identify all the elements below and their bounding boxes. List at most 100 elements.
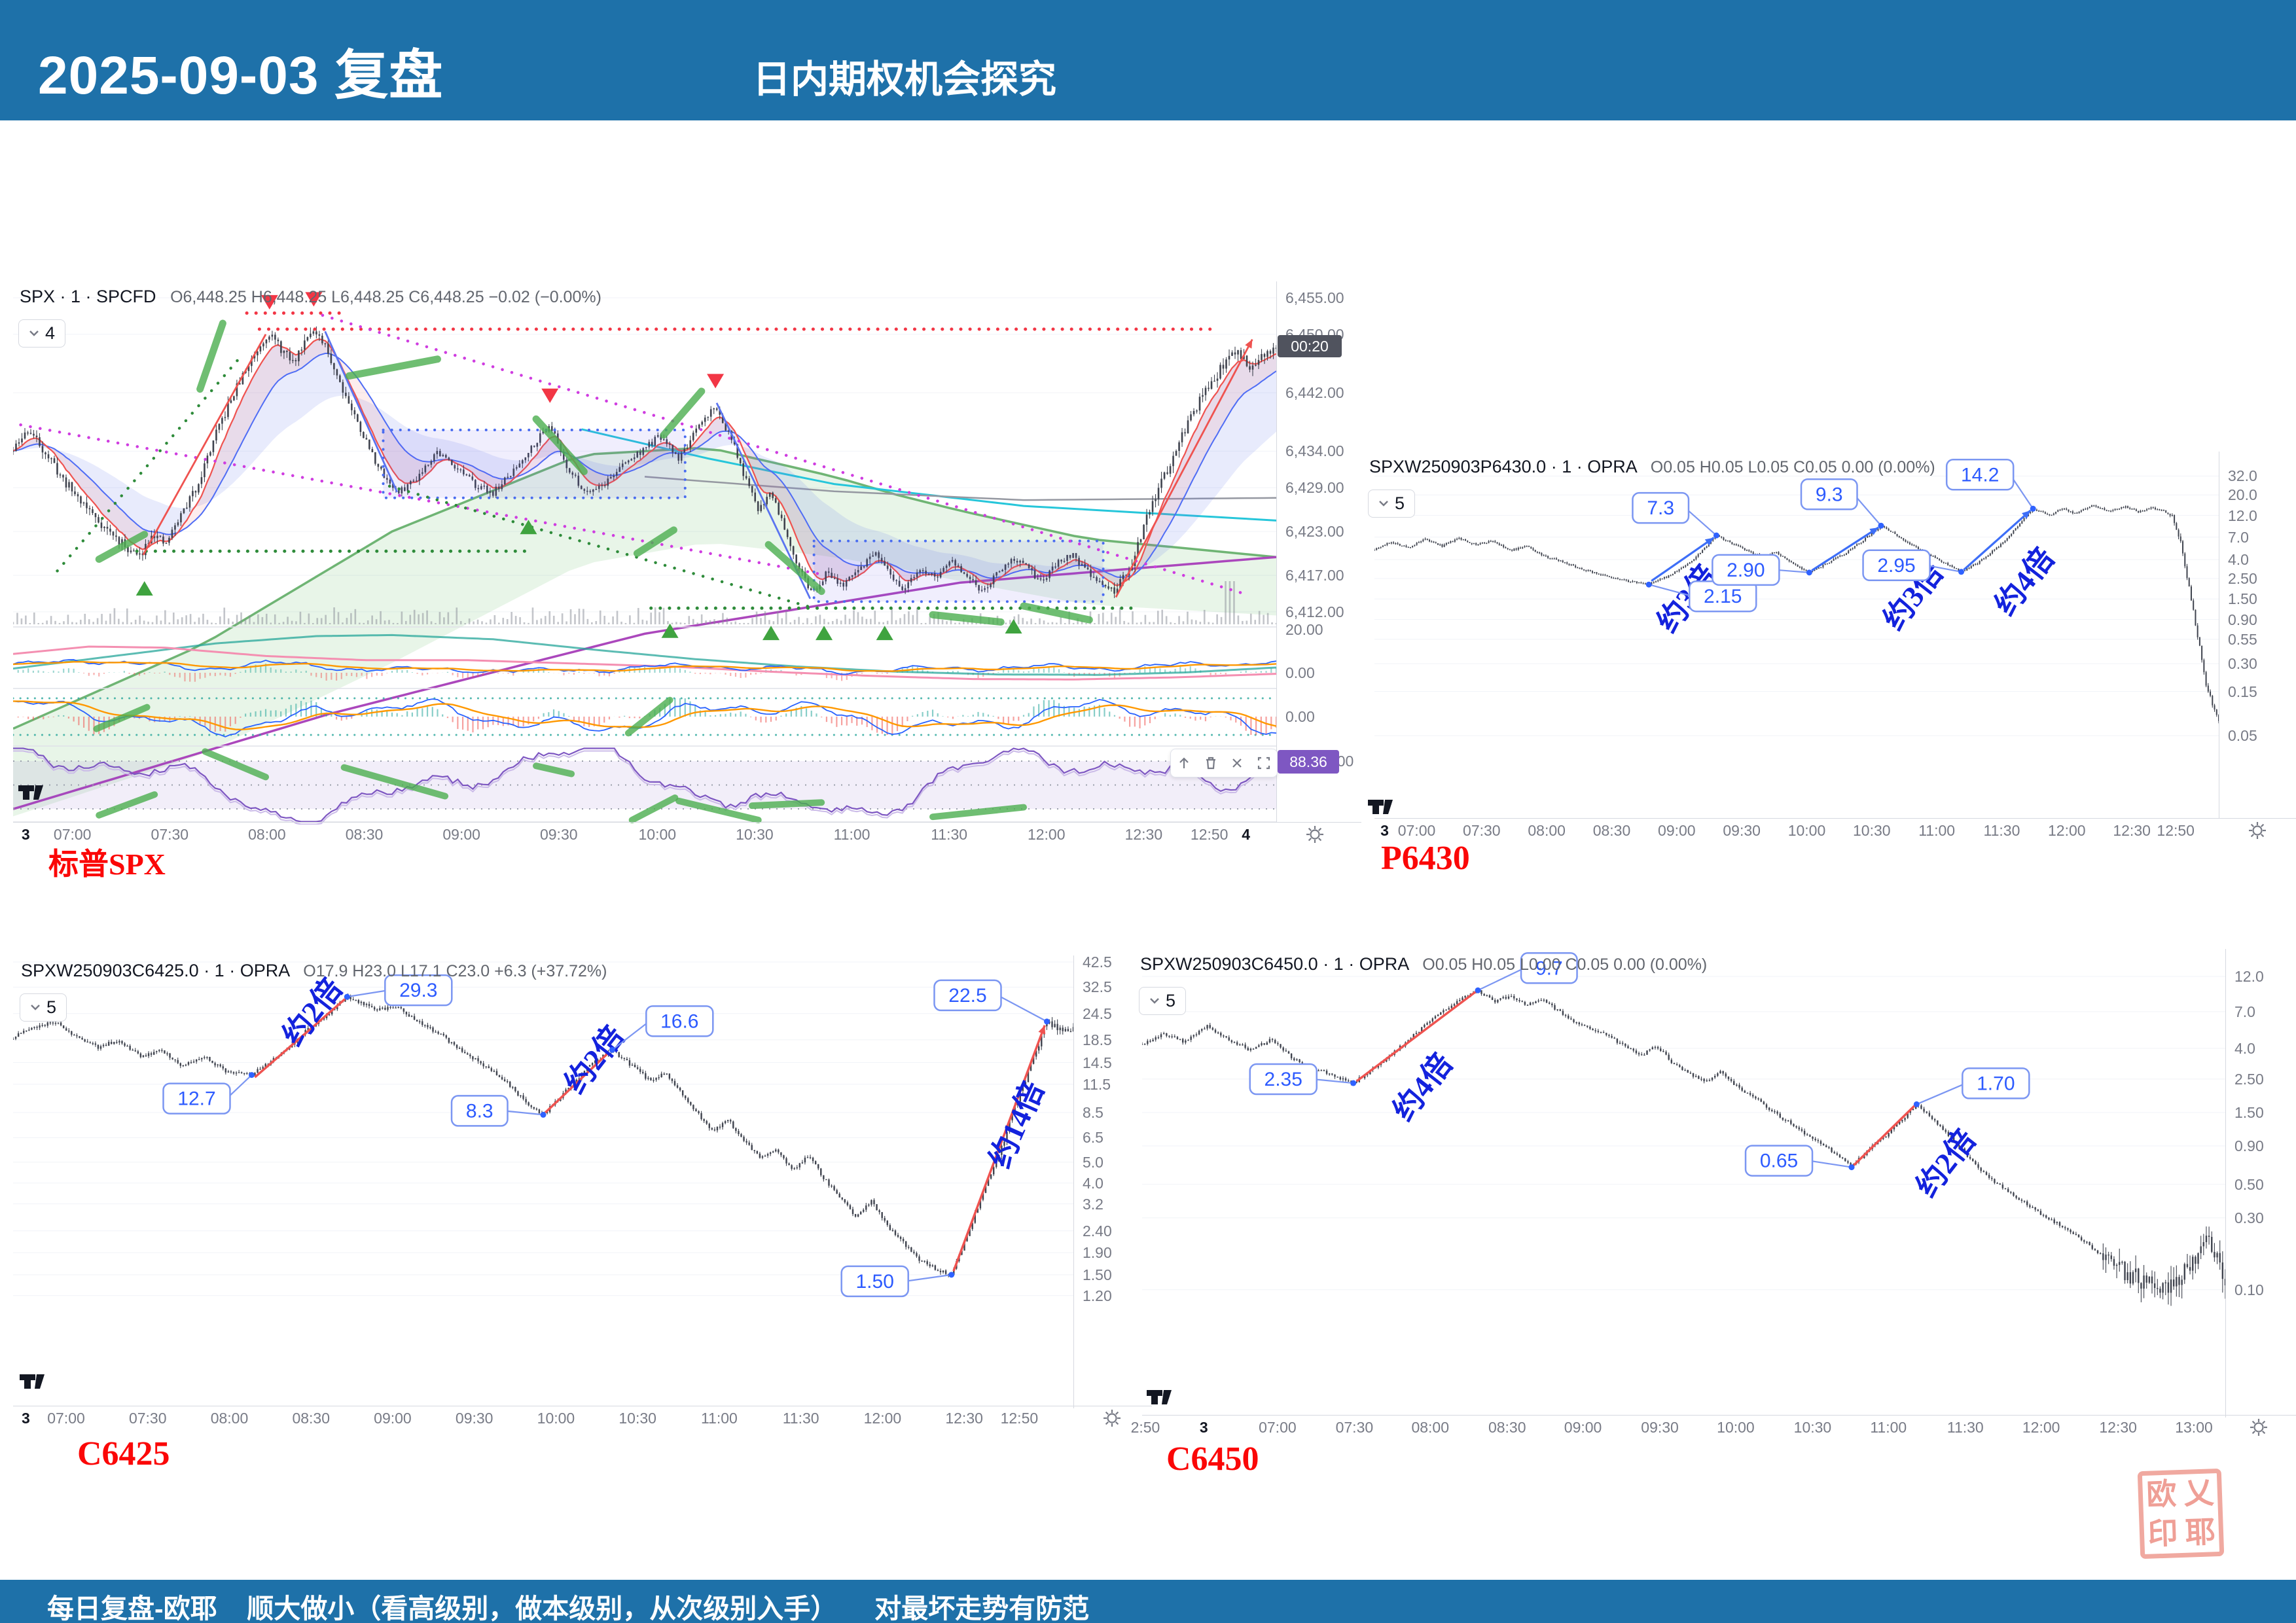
price-tick: 0.30 xyxy=(2228,655,2257,673)
arrow-up-icon[interactable] xyxy=(1175,755,1193,772)
time-tick: 07:30 xyxy=(1463,822,1501,839)
price-tick: 4.0 xyxy=(1083,1174,1103,1192)
time-tick: 12:50 xyxy=(1190,826,1229,843)
page-title: 2025-09-03 复盘 xyxy=(38,46,444,105)
time-tick: 07:00 xyxy=(53,826,92,843)
c6450-time-axis[interactable]: 2:50 3 07:00 07:30 08:00 08:30 09:00 09:30 10:00… xyxy=(1131,1419,2225,1441)
p6430-time-axis[interactable]: 3 07:00 07:30 08:00 08:30 09:00 09:30 10:00 10:3… xyxy=(1374,822,2219,844)
p6430-legend: SPXW250903P6430.0 · 1 · OPRA O0.05 H0.05… xyxy=(1369,457,1935,477)
time-tick: 08:00 xyxy=(248,826,286,843)
fullscreen-icon[interactable] xyxy=(1255,755,1272,772)
candles xyxy=(1142,989,2225,1306)
spx-chart-canvas[interactable] xyxy=(13,281,1276,825)
multiple-annotation: 约4倍 xyxy=(1988,541,2061,621)
spx-symbol[interactable]: SPX · 1 · SPCFD xyxy=(20,287,156,306)
time-tick: 12:30 xyxy=(2099,1419,2137,1436)
svg-text:2.15: 2.15 xyxy=(1704,586,1742,607)
chevron-down-icon xyxy=(1150,998,1159,1004)
c6450-axis-separator xyxy=(2225,949,2226,1418)
c6425-symbol[interactable]: SPXW250903C6425.0 · 1 · OPRA xyxy=(21,961,289,980)
price-tick: 12.0 xyxy=(2234,968,2264,985)
price-callout: 2.15 xyxy=(1689,580,1757,613)
time-tick: 08:30 xyxy=(1592,822,1631,839)
buy-marker xyxy=(661,623,679,638)
time-tick: 10:00 xyxy=(1787,822,1826,839)
price-tick: 3.2 xyxy=(1083,1195,1103,1213)
tradingview-logo xyxy=(17,783,48,802)
drawing-toolbar[interactable] xyxy=(1170,749,1278,777)
spx-time-axis[interactable]: 3 07:00 07:30 08:00 08:30 09:00 09:30 10:00 10:3… xyxy=(13,826,1276,848)
time-tick: 07:30 xyxy=(151,826,189,843)
spx-caption: 标普SPX xyxy=(48,847,166,881)
spx-axis-separator xyxy=(1276,281,1277,822)
price-tick: 2.40 xyxy=(1083,1222,1112,1240)
price-tick: 0.55 xyxy=(2228,630,2257,648)
price-tick: 20.0 xyxy=(2228,486,2257,504)
price-tick: 7.0 xyxy=(2234,1003,2255,1020)
svg-text:0.65: 0.65 xyxy=(1760,1150,1798,1172)
close-icon[interactable] xyxy=(1229,755,1246,772)
c6450-symbol[interactable]: SPXW250903C6450.0 · 1 · OPRA xyxy=(1140,954,1408,974)
price-callout: 1.70 xyxy=(1962,1067,2030,1099)
price-tick: 6,434.00 xyxy=(1285,442,1344,460)
c6450-interval-value: 5 xyxy=(1166,991,1176,1010)
price-callout: 0.65 xyxy=(1744,1145,1814,1177)
price-tick: 4.0 xyxy=(2234,1039,2255,1057)
time-tick: 11:00 xyxy=(833,826,870,843)
price-callout: 1.50 xyxy=(840,1265,909,1298)
gear-icon xyxy=(1103,1410,1121,1427)
author-seal: 欧 乂 印 耶 xyxy=(2137,1468,2225,1560)
time-tick: 12:50 xyxy=(1000,1410,1039,1427)
c6450-interval-dropdown[interactable]: 5 xyxy=(1139,987,1187,1015)
time-tick: 09:00 xyxy=(1564,1419,1602,1436)
svg-text:1.50: 1.50 xyxy=(856,1271,894,1293)
sell-marker xyxy=(707,374,725,389)
time-tick: 3 xyxy=(1380,822,1389,839)
time-tick: 09:30 xyxy=(455,1410,493,1427)
spx-legend: SPX · 1 · SPCFD O6,448.25 H6,448.25 L6,4… xyxy=(20,287,601,307)
time-tick: 10:00 xyxy=(537,1410,575,1427)
svg-text:22.5: 22.5 xyxy=(948,985,986,1007)
c6425-ohlc-values: O17.9 H23.0 L17.1 C23.0 +6.3 (+37.72%) xyxy=(303,962,607,980)
c6425-time-axis[interactable]: 3 07:00 07:30 08:00 08:30 09:00 09:30 10:00 10:3… xyxy=(13,1410,1073,1432)
svg-text:7.3: 7.3 xyxy=(1647,497,1674,519)
time-tick: 11:00 xyxy=(1870,1419,1907,1436)
price-tick: 0.50 xyxy=(2234,1175,2264,1193)
seal-char: 乂 xyxy=(2183,1476,2215,1510)
svg-text:9.7: 9.7 xyxy=(1535,957,1563,979)
chevron-down-icon xyxy=(31,1005,40,1010)
sell-marker xyxy=(260,294,278,310)
time-tick: 10:30 xyxy=(1793,1419,1832,1436)
p6430-symbol[interactable]: SPXW250903P6430.0 · 1 · OPRA xyxy=(1369,457,1637,476)
c6425-axis-settings[interactable] xyxy=(1102,1408,1122,1428)
sell-marker xyxy=(305,292,323,307)
price-callout: 2.95 xyxy=(1862,549,1931,582)
price-tick: 2.50 xyxy=(2228,569,2257,587)
price-tick: 0.15 xyxy=(2228,683,2257,700)
c6450-axis-settings[interactable] xyxy=(2249,1418,2269,1437)
price-callout: 2.90 xyxy=(1712,554,1780,586)
time-tick: 09:00 xyxy=(1658,822,1696,839)
trash-icon[interactable] xyxy=(1202,755,1219,772)
price-tick: 4.0 xyxy=(2228,551,2249,569)
spx-timeaxis-separator xyxy=(13,822,1361,823)
time-tick: 10:30 xyxy=(736,826,774,843)
time-tick: 09:00 xyxy=(374,1410,412,1427)
time-tick: 12:00 xyxy=(2022,1419,2060,1436)
time-tick: 08:00 xyxy=(1411,1419,1449,1436)
spx-ohlc-values: O6,448.25 H6,448.25 L6,448.25 C6,448.25 … xyxy=(170,288,601,306)
price-callout: 16.6 xyxy=(645,1005,714,1037)
p6430-axis-settings[interactable] xyxy=(2248,821,2267,840)
time-tick: 3 xyxy=(1199,1419,1208,1436)
chevron-down-icon xyxy=(1379,501,1388,507)
c6425-interval-dropdown[interactable]: 5 xyxy=(20,993,67,1022)
price-callout: 9.7 xyxy=(1520,952,1578,984)
spx-axis-settings[interactable] xyxy=(1305,825,1325,844)
time-tick: 08:00 xyxy=(210,1410,249,1427)
spx-interval-dropdown[interactable]: 4 xyxy=(18,319,66,348)
p6430-interval-dropdown[interactable]: 5 xyxy=(1368,490,1416,518)
svg-text:2.95: 2.95 xyxy=(1877,555,1915,577)
